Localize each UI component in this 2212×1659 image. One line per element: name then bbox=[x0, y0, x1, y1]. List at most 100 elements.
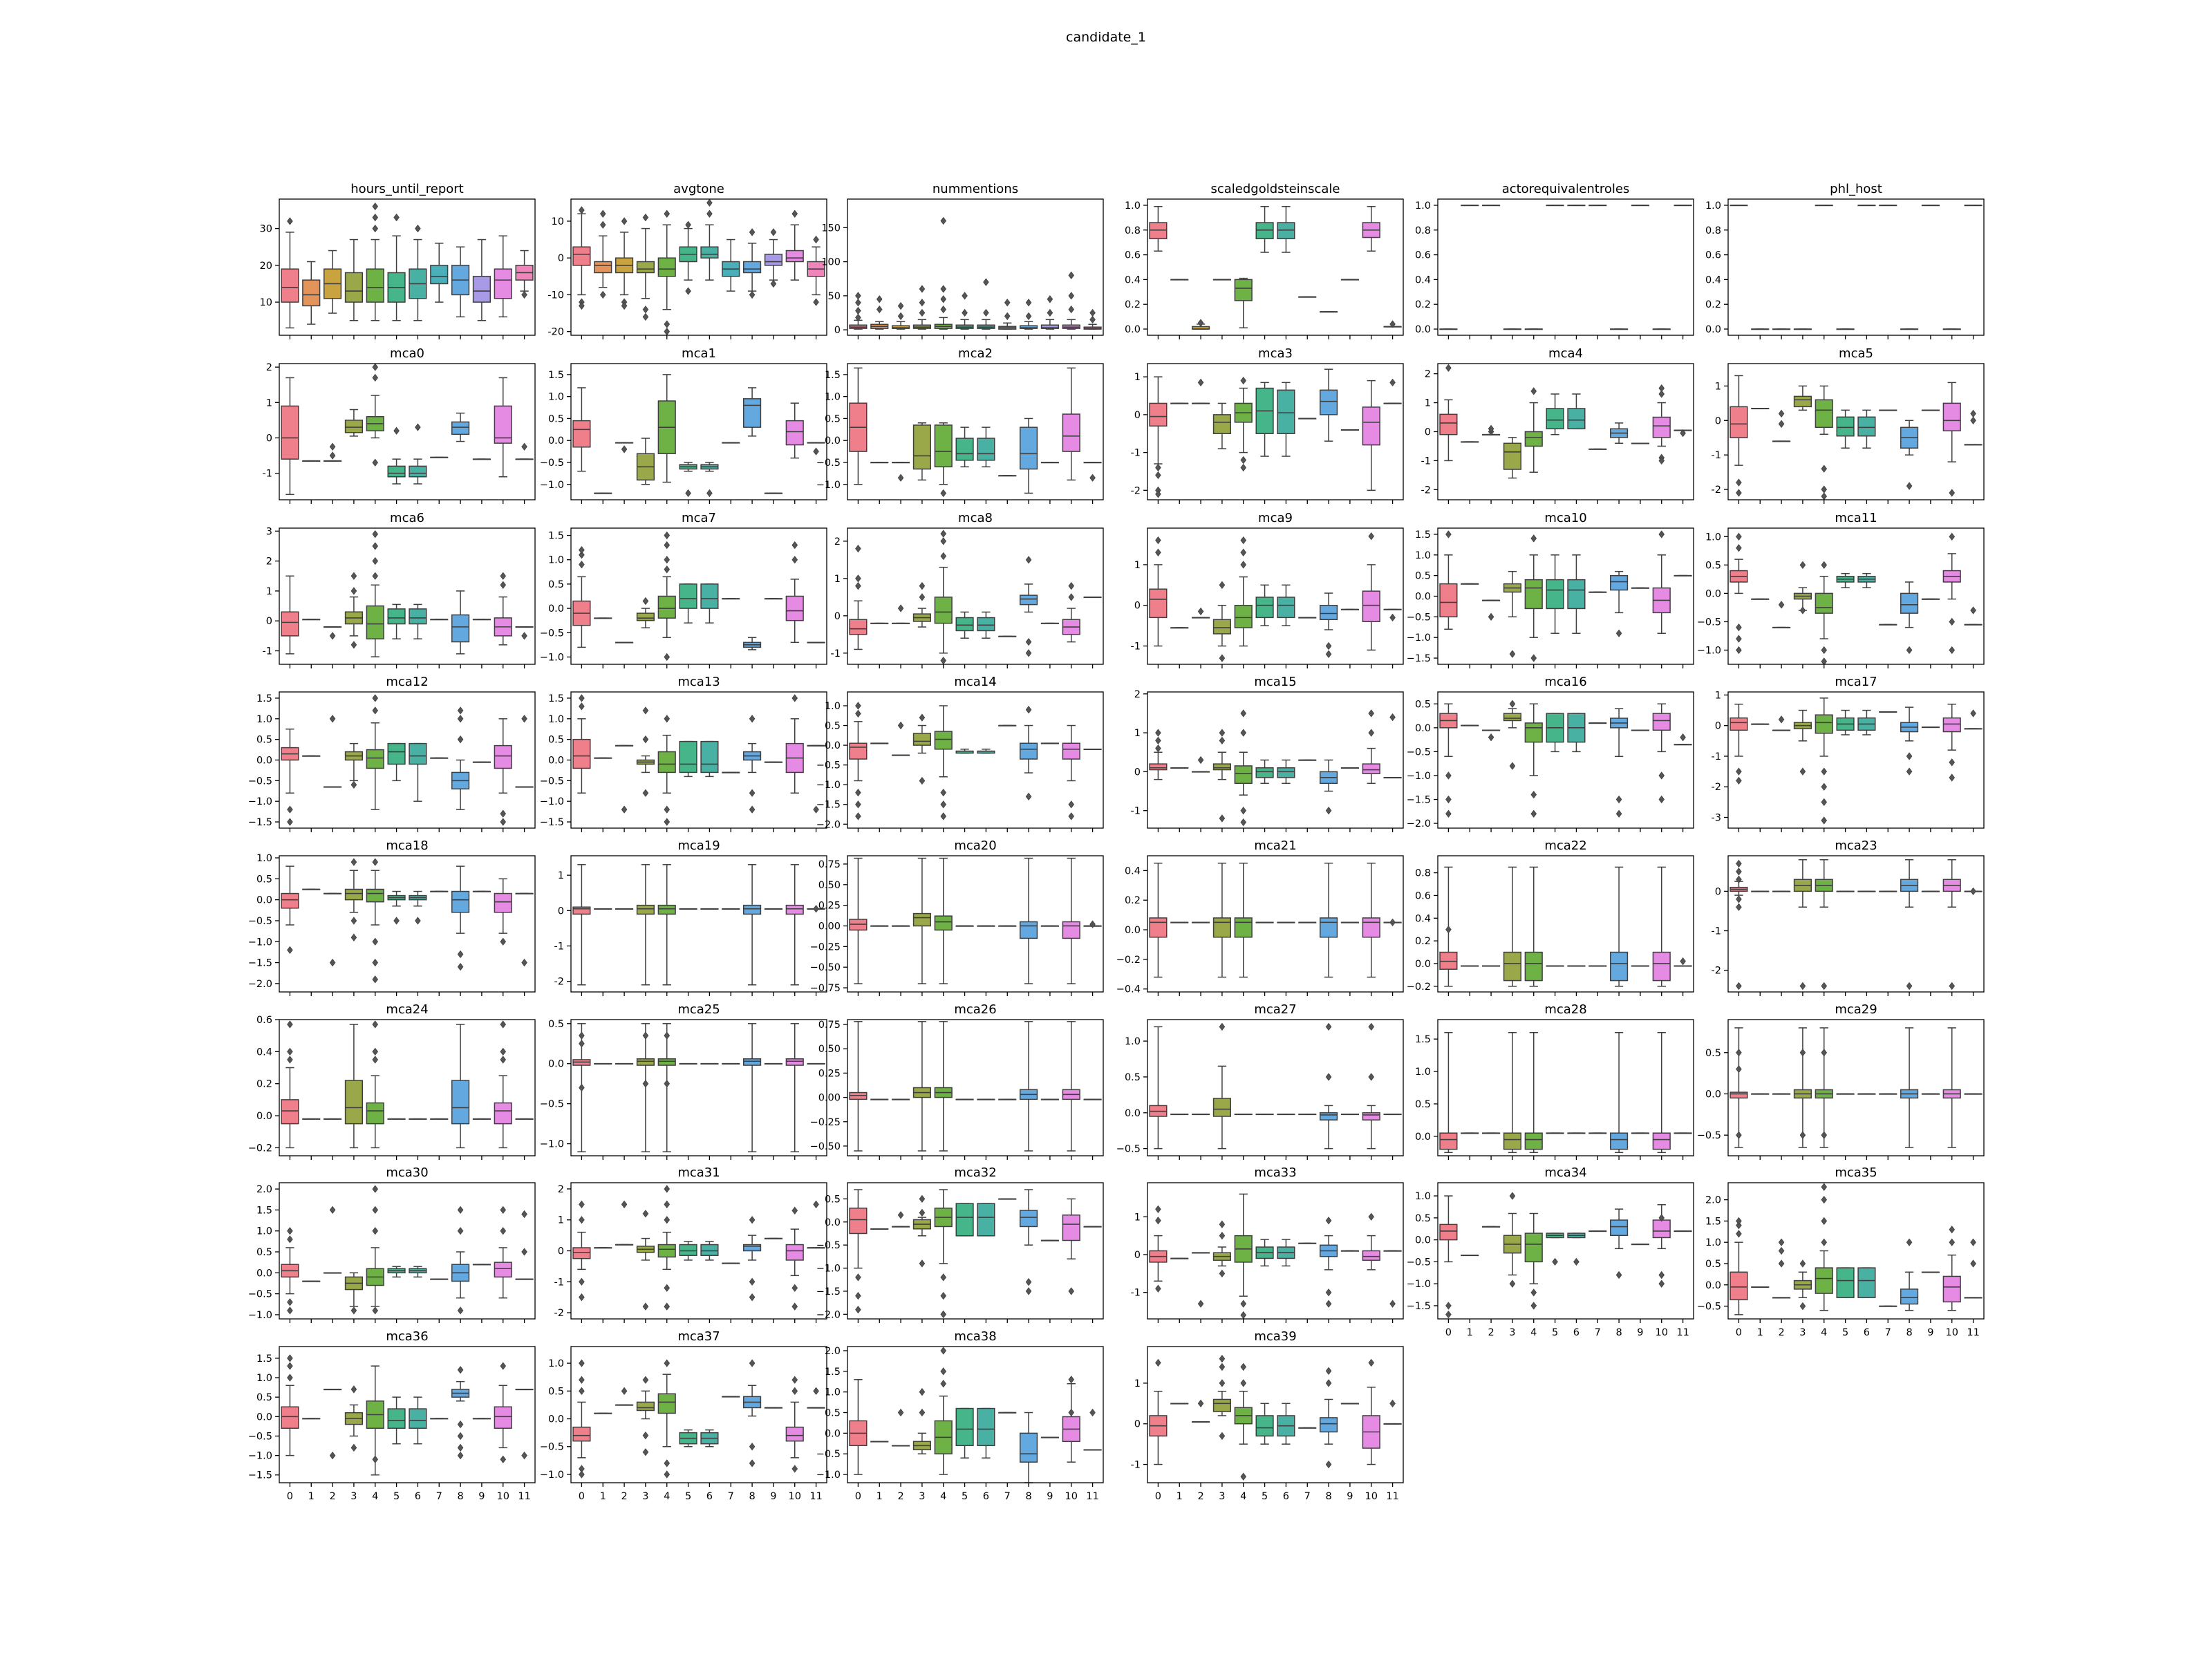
box-9 bbox=[1921, 598, 1940, 600]
outlier-point bbox=[1615, 809, 1622, 818]
box-body bbox=[387, 608, 406, 625]
box-body bbox=[849, 742, 868, 760]
x-tick-label: 1 bbox=[1757, 1327, 1763, 1338]
box-4 bbox=[934, 422, 953, 498]
box-body bbox=[636, 612, 655, 621]
subplot-title: mca20 bbox=[954, 838, 996, 853]
y-tick-label: 1.0 bbox=[256, 1226, 272, 1237]
outlier-point bbox=[940, 552, 947, 561]
box-3 bbox=[1503, 866, 1521, 987]
box-7 bbox=[1879, 624, 1897, 626]
subplot-title: avgtone bbox=[673, 182, 724, 196]
outlier-point bbox=[1680, 733, 1686, 742]
box-body bbox=[1149, 763, 1168, 771]
y-tick-label: 1.0 bbox=[256, 714, 272, 725]
y-tick-label: 1.0 bbox=[1125, 1036, 1141, 1047]
outlier-point bbox=[1389, 320, 1396, 328]
outlier-point bbox=[664, 556, 671, 564]
subplot-title: mca33 bbox=[1254, 1165, 1296, 1180]
box-1 bbox=[1461, 724, 1479, 727]
outlier-point bbox=[1736, 767, 1742, 776]
box-body bbox=[494, 892, 512, 913]
y-tick-label: 1.0 bbox=[825, 392, 841, 403]
box-body bbox=[1149, 917, 1168, 938]
box-10 bbox=[1942, 328, 1961, 330]
box-body bbox=[1524, 1132, 1543, 1150]
box-6 bbox=[1857, 205, 1876, 207]
outlier-point bbox=[749, 228, 756, 236]
axes-frame bbox=[570, 855, 827, 993]
box-10 bbox=[785, 209, 804, 281]
x-tick-label: 6 bbox=[1573, 1327, 1580, 1338]
outlier-point bbox=[1778, 409, 1785, 418]
box-11 bbox=[1674, 429, 1692, 438]
y-tick-label: 0.5 bbox=[1125, 1072, 1141, 1083]
outlier-point bbox=[350, 858, 357, 866]
outlier-point bbox=[500, 581, 507, 589]
outlier-point bbox=[855, 812, 861, 821]
box-10 bbox=[1062, 857, 1080, 984]
outlier-point bbox=[897, 301, 904, 310]
box-2 bbox=[892, 301, 910, 330]
outlier-point bbox=[1240, 456, 1247, 465]
outlier-point bbox=[1821, 782, 1828, 791]
box-body bbox=[281, 1099, 299, 1125]
y-tick-label: −0.5 bbox=[1407, 612, 1431, 623]
box-5 bbox=[1546, 1132, 1564, 1134]
box-6 bbox=[700, 908, 719, 910]
outlier-point bbox=[1736, 646, 1742, 655]
box-body bbox=[1212, 1098, 1232, 1117]
box-3 bbox=[1793, 561, 1812, 615]
outlier-point bbox=[415, 423, 421, 431]
box-body bbox=[594, 261, 612, 274]
box-9 bbox=[1921, 205, 1940, 207]
x-tick-label: 0 bbox=[1445, 1327, 1452, 1338]
outlier-point bbox=[1949, 617, 1956, 626]
outlier-point bbox=[1736, 635, 1742, 643]
y-tick-label: -20 bbox=[547, 327, 564, 338]
outlier-point bbox=[521, 958, 527, 967]
box-9 bbox=[1040, 1098, 1060, 1100]
box-5 bbox=[1836, 409, 1855, 449]
y-tick-label: -3 bbox=[1712, 813, 1721, 824]
box-2 bbox=[615, 442, 634, 453]
outlier-point bbox=[855, 313, 861, 322]
box-1 bbox=[1751, 328, 1770, 330]
box-body bbox=[1020, 742, 1038, 760]
box-6 bbox=[700, 198, 719, 281]
box-body bbox=[1652, 713, 1671, 731]
box-body bbox=[679, 740, 697, 774]
outlier-point bbox=[940, 788, 947, 797]
y-tick-label: 0.0 bbox=[1415, 592, 1431, 603]
box-2 bbox=[615, 641, 634, 644]
subplot-title: scaledgoldsteinscale bbox=[1211, 182, 1340, 196]
box-0 bbox=[572, 545, 591, 648]
box-11 bbox=[515, 1118, 534, 1120]
box-7 bbox=[1588, 1132, 1607, 1134]
box-body bbox=[657, 595, 676, 619]
outlier-point bbox=[372, 694, 379, 702]
axes-frame bbox=[279, 527, 536, 665]
box-11 bbox=[515, 626, 534, 640]
box-5 bbox=[1546, 713, 1564, 753]
box-8 bbox=[1320, 862, 1338, 978]
y-tick-label: 1.0 bbox=[825, 701, 841, 712]
outlier-point bbox=[919, 308, 926, 317]
subplot-title: mca35 bbox=[1835, 1165, 1877, 1180]
outlier-point bbox=[813, 805, 819, 814]
box-body bbox=[912, 424, 932, 470]
subplot-phl_host: phl_host 0.0 0.2 0.4 0.6 0.8 1.0 bbox=[1705, 182, 1985, 339]
box-body bbox=[955, 617, 974, 632]
box-3 bbox=[1503, 437, 1521, 479]
box-11 bbox=[1674, 1132, 1692, 1134]
box-8 bbox=[1320, 759, 1338, 815]
box-0 bbox=[1439, 364, 1458, 462]
box-2 bbox=[1482, 205, 1501, 207]
box-body bbox=[1503, 1132, 1521, 1150]
box-body bbox=[657, 1058, 676, 1066]
outlier-point bbox=[1799, 767, 1806, 776]
y-tick-label: -10 bbox=[547, 290, 564, 301]
y-tick-label: −0.75 bbox=[810, 983, 841, 994]
box-body bbox=[494, 405, 512, 444]
outlier-point bbox=[1821, 561, 1828, 570]
